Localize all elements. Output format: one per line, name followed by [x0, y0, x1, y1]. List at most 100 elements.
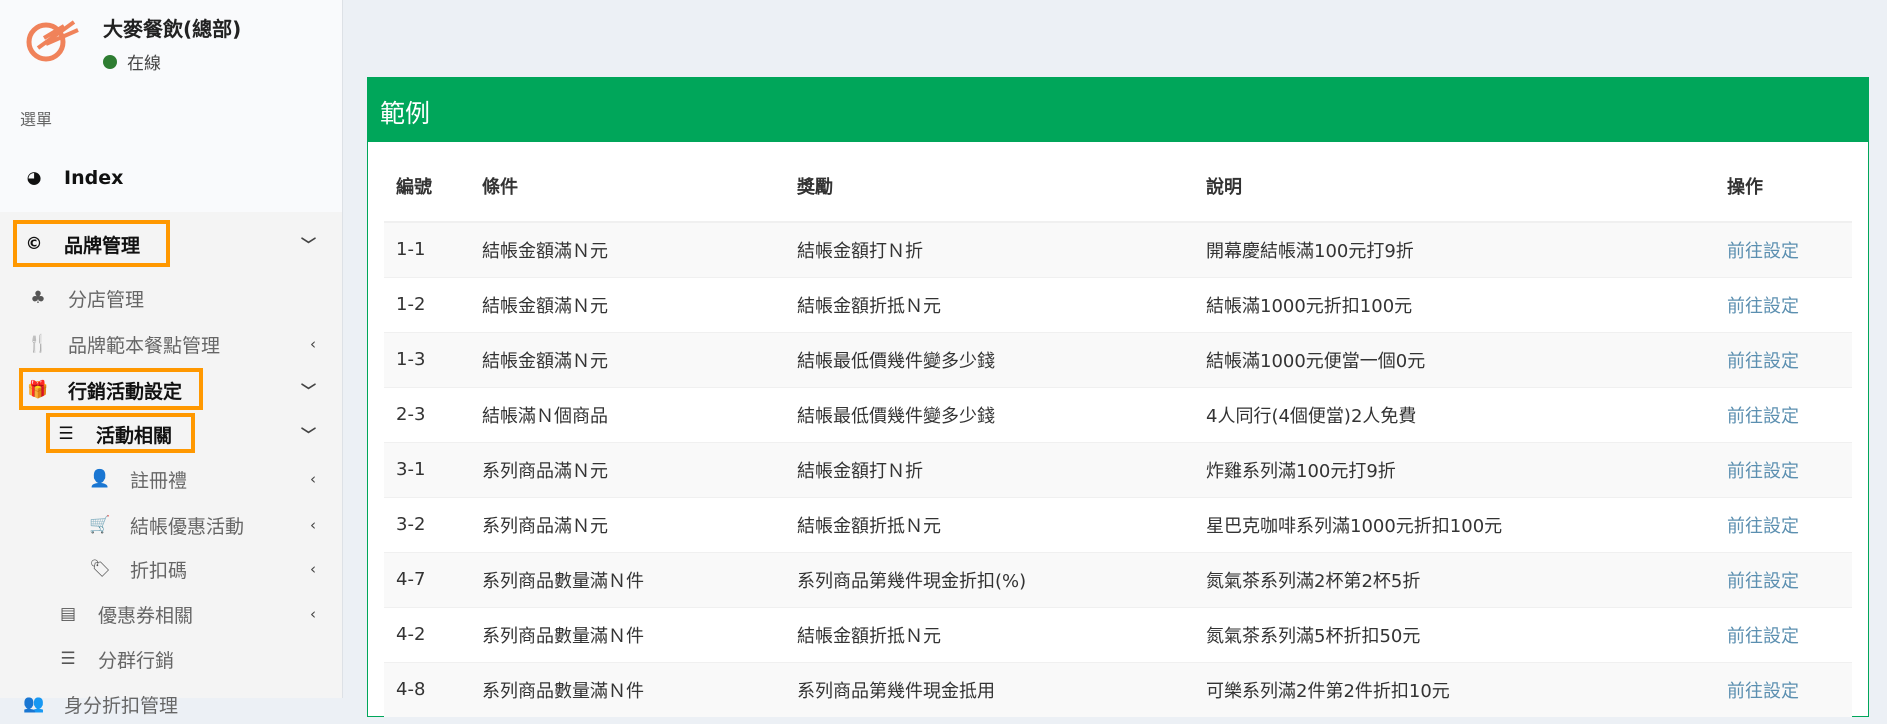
label: 優惠券相關 [98, 604, 194, 627]
label: 註冊禮 [130, 469, 188, 492]
sitemap-icon: ♣ [30, 288, 46, 308]
label: 品牌管理 [64, 234, 141, 257]
sidebar-item-brand[interactable]: © 品牌管理 ﹀ [0, 224, 342, 264]
sidebar-item-menu-template[interactable]: 🍴 品牌範本餐點管理 ‹ [0, 324, 342, 364]
sidebar-item-campaign[interactable]: ☰ 活動相關 ﹀ [0, 414, 342, 454]
label: 品牌範本餐點管理 [68, 334, 221, 357]
cell-reward: 結帳最低價幾件變多少錢 [785, 386, 1194, 442]
chevron-down-icon: ﹀ [300, 235, 316, 254]
label: 活動相關 [96, 424, 173, 447]
go-to-settings-link[interactable]: 前往設定 [1727, 570, 1799, 592]
table-row: 4-2 系列商品數量滿Ｎ件 結帳金額折抵Ｎ元 氮氣茶系列滿5杯折扣50元 前往設定 [384, 606, 1852, 662]
cell-description: 結帳滿1000元折扣100元 [1194, 276, 1715, 332]
cell-action: 前往設定 [1715, 331, 1852, 387]
table-row: 3-1 系列商品滿Ｎ元 結帳金額打Ｎ折 炸雞系列滿100元打9折 前往設定 [384, 441, 1852, 497]
table-row: 1-3 結帳金額滿Ｎ元 結帳最低價幾件變多少錢 結帳滿1000元便當一個0元 前往設定 [384, 331, 1852, 387]
sidebar-item-signup-gift[interactable]: 👤 註冊禮 ‹ [0, 459, 342, 499]
chevron-left-icon: ‹ [310, 335, 316, 353]
table-row: 2-3 結帳滿Ｎ個商品 結帳最低價幾件變多少錢 4人同行(4個便當)2人免費 前往設定 [384, 386, 1852, 442]
cell-id: 2-3 [384, 386, 470, 442]
cell-action: 前往設定 [1715, 496, 1852, 552]
cell-id: 1-1 [384, 221, 470, 277]
cell-reward: 結帳最低價幾件變多少錢 [785, 331, 1194, 387]
cell-id: 3-2 [384, 496, 470, 552]
cutlery-icon: 🍴 [27, 334, 49, 354]
sidebar-item-identity-discount[interactable]: 👥 身分折扣管理 [0, 684, 342, 724]
go-to-settings-link[interactable]: 前往設定 [1727, 515, 1799, 537]
cell-condition: 結帳金額滿Ｎ元 [470, 221, 785, 277]
gift-icon: 🎁 [27, 380, 49, 400]
table-row: 4-7 系列商品數量滿Ｎ件 系列商品第幾件現金折扣(%) 氮氣茶系列滿2杯第2杯5折前… [384, 551, 1852, 607]
tags-icon: 🏷 [89, 559, 111, 579]
user-plus-icon: 👤 [89, 469, 111, 489]
cell-action: 前往設定 [1715, 386, 1852, 442]
go-to-settings-link[interactable]: 前往設定 [1727, 350, 1799, 372]
menu-header: 選單 [20, 110, 53, 129]
brand-name: 大麥餐飲(總部) [103, 17, 242, 41]
sidebar-item-marketing[interactable]: 🎁 行銷活動設定 ﹀ [0, 370, 342, 410]
label: 行銷活動設定 [68, 380, 183, 403]
col-header-reward: 獎勵 [785, 150, 1194, 223]
cell-description: 開幕慶結帳滿100元打9折 [1194, 221, 1715, 277]
table-row: 3-2 系列商品滿Ｎ元 結帳金額折抵Ｎ元 星巴克咖啡系列滿1000元折扣100元 前往設… [384, 496, 1852, 552]
cell-action: 前往設定 [1715, 441, 1852, 497]
cell-reward: 結帳金額打Ｎ折 [785, 441, 1194, 497]
label: 身分折扣管理 [64, 694, 179, 717]
label: 分群行銷 [98, 649, 175, 672]
label: Index [64, 167, 124, 189]
cell-condition: 系列商品數量滿Ｎ件 [470, 551, 785, 607]
cell-description: 星巴克咖啡系列滿1000元折扣100元 [1194, 496, 1715, 552]
cell-condition: 系列商品滿Ｎ元 [470, 496, 785, 552]
col-header-description: 說明 [1194, 150, 1715, 223]
newspaper-icon: ▤ [59, 604, 77, 624]
sidebar-item-checkout-promo[interactable]: 🛒 結帳優惠活動 ‹ [0, 505, 342, 545]
bars-icon: ☰ [58, 424, 74, 444]
go-to-settings-link[interactable]: 前往設定 [1727, 295, 1799, 317]
example-panel: 範例 編號 條件 獎勵 說明 操作 1-1 結帳金額滿Ｎ元 結帳金額打Ｎ折 開幕慶結帳… [367, 77, 1869, 717]
sidebar-item-discount-code[interactable]: 🏷 折扣碼 ‹ [0, 549, 342, 589]
cell-description: 氮氣茶系列滿5杯折扣50元 [1194, 606, 1715, 662]
panel-title: 範例 [368, 80, 1868, 142]
cell-reward: 結帳金額折抵Ｎ元 [785, 276, 1194, 332]
sidebar-item-index[interactable]: ◕ Index [0, 158, 342, 198]
sidebar-item-coupon[interactable]: ▤ 優惠券相關 ‹ [0, 594, 342, 634]
cell-id: 4-7 [384, 551, 470, 607]
go-to-settings-link[interactable]: 前往設定 [1727, 460, 1799, 482]
go-to-settings-link[interactable]: 前往設定 [1727, 680, 1799, 702]
shopping-cart-icon: 🛒 [89, 515, 111, 535]
cell-reward: 結帳金額折抵Ｎ元 [785, 496, 1194, 552]
chevron-left-icon: ‹ [310, 560, 316, 578]
table-row: 1-2 結帳金額滿Ｎ元 結帳金額折抵Ｎ元 結帳滿1000元折扣100元 前往設定 [384, 276, 1852, 332]
cell-id: 4-2 [384, 606, 470, 662]
go-to-settings-link[interactable]: 前往設定 [1727, 625, 1799, 647]
cell-reward: 系列商品第幾件現金折扣(%) [785, 551, 1194, 607]
col-header-id: 編號 [384, 150, 470, 223]
copyright-icon: © [25, 234, 43, 254]
cell-action: 前往設定 [1715, 606, 1852, 662]
chevron-down-icon: ﹀ [300, 381, 316, 400]
cell-action: 前往設定 [1715, 551, 1852, 607]
cell-description: 可樂系列滿2件第2件折扣10元 [1194, 661, 1715, 717]
cell-action: 前往設定 [1715, 221, 1852, 277]
label: 折扣碼 [130, 559, 188, 582]
cell-description: 氮氣茶系列滿2杯第2杯5折 [1194, 551, 1715, 607]
dashboard-icon: ◕ [26, 168, 42, 188]
go-to-settings-link[interactable]: 前往設定 [1727, 405, 1799, 427]
cell-reward: 結帳金額折抵Ｎ元 [785, 606, 1194, 662]
cell-id: 1-2 [384, 276, 470, 332]
cell-description: 結帳滿1000元便當一個0元 [1194, 331, 1715, 387]
example-table: 編號 條件 獎勵 說明 操作 1-1 結帳金額滿Ｎ元 結帳金額打Ｎ折 開幕慶結帳滿10… [384, 150, 1852, 717]
cell-condition: 結帳金額滿Ｎ元 [470, 331, 785, 387]
sidebar-item-branch[interactable]: ♣ 分店管理 [0, 278, 342, 318]
brand-logo [26, 20, 79, 62]
sidebar-item-segment[interactable]: ☰ 分群行銷 [0, 639, 342, 679]
cell-reward: 系列商品第幾件現金抵用 [785, 661, 1194, 717]
cell-id: 3-1 [384, 441, 470, 497]
cell-description: 4人同行(4個便當)2人免費 [1194, 386, 1715, 442]
sidebar: 大麥餐飲(總部) 在線 選單 ◕ Index © 品牌管理 ﹀ ♣ 分店管理 🍴 品牌範本… [0, 0, 343, 717]
cell-condition: 系列商品數量滿Ｎ件 [470, 661, 785, 717]
go-to-settings-link[interactable]: 前往設定 [1727, 240, 1799, 262]
cell-action: 前往設定 [1715, 276, 1852, 332]
cell-condition: 系列商品滿Ｎ元 [470, 441, 785, 497]
cell-condition: 結帳金額滿Ｎ元 [470, 276, 785, 332]
